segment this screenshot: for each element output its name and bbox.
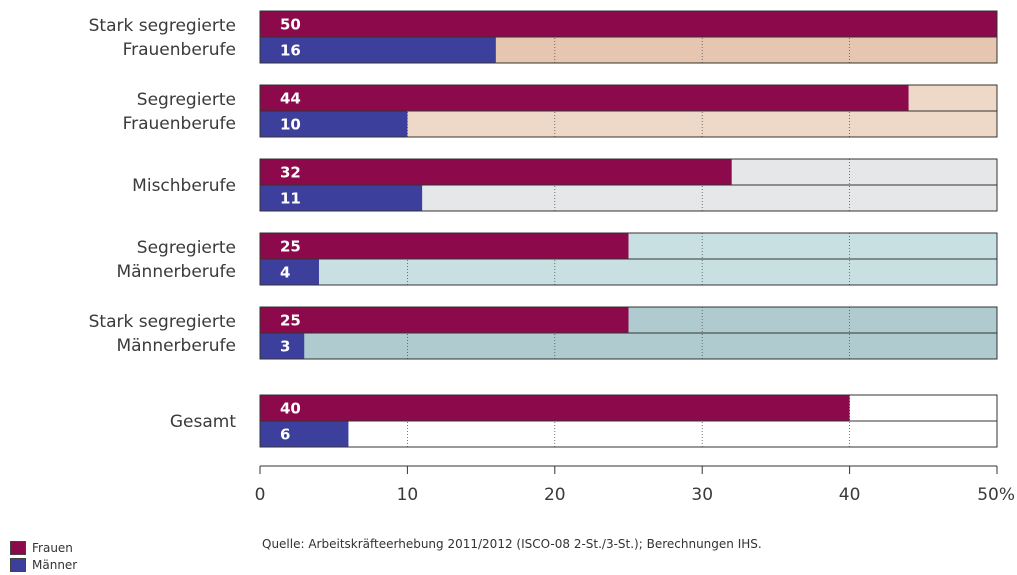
row-outline — [259, 258, 998, 286]
bar — [260, 111, 408, 137]
bar — [260, 233, 629, 259]
legend-swatch-maenner — [10, 557, 26, 572]
row-outline — [259, 332, 998, 360]
bar — [260, 259, 319, 285]
bar — [260, 333, 305, 359]
legend-item-frauen: Frauen — [10, 539, 77, 556]
bar — [260, 159, 732, 185]
row-outline — [259, 420, 998, 448]
category-label: Frauenberufe — [123, 114, 236, 134]
source-note: Quelle: Arbeitskräfteerhebung 2011/2012 … — [262, 537, 762, 551]
category-label: Stark segregierte — [89, 312, 236, 332]
row-outline — [259, 110, 998, 138]
bar-value-label: 11 — [280, 190, 301, 208]
bar-value-label: 4 — [280, 264, 290, 282]
legend: Frauen Männer — [10, 539, 77, 573]
category-label: Männerberufe — [116, 336, 236, 356]
bar-value-label: 3 — [280, 338, 290, 356]
x-tick-label: 0 — [255, 485, 266, 505]
bar-value-label: 6 — [280, 426, 290, 444]
category-label: Segregierte — [137, 238, 236, 258]
category-label: Frauenberufe — [123, 40, 236, 60]
bar-value-label: 44 — [280, 90, 301, 108]
bar — [260, 37, 496, 63]
legend-label-maenner: Männer — [32, 557, 78, 572]
row-outline — [259, 184, 998, 212]
category-label: Mischberufe — [132, 176, 236, 196]
bar — [260, 421, 349, 447]
legend-swatch-frauen — [10, 540, 26, 555]
bar-value-label: 25 — [280, 312, 301, 330]
x-tick-label: 10 — [397, 485, 419, 505]
bar-value-label: 50 — [280, 16, 301, 34]
bar-value-label: 32 — [280, 164, 301, 182]
category-label: Stark segregierte — [89, 16, 236, 36]
category-label: Gesamt — [170, 412, 236, 432]
x-tick-label: 20 — [544, 485, 566, 505]
bar — [260, 307, 629, 333]
bar-value-label: 16 — [280, 42, 301, 60]
x-tick-label: 40 — [839, 485, 861, 505]
bar-value-label: 10 — [280, 116, 301, 134]
bar — [260, 11, 997, 37]
legend-label-frauen: Frauen — [32, 540, 73, 555]
category-label: Männerberufe — [116, 262, 236, 282]
legend-item-maenner: Männer — [10, 556, 77, 573]
bar — [260, 85, 909, 111]
bar-value-label: 40 — [280, 400, 301, 418]
bar-chart: 50 16 Stark segregierte Frauenberufe 44 10 Seg… — [89, 10, 1015, 505]
bar — [260, 395, 850, 421]
x-tick-label: 50% — [977, 485, 1015, 505]
row-outline — [259, 36, 998, 64]
bar-value-label: 25 — [280, 238, 301, 256]
bar — [260, 185, 423, 211]
category-label: Segregierte — [137, 90, 236, 110]
x-tick-label: 30 — [691, 485, 713, 505]
